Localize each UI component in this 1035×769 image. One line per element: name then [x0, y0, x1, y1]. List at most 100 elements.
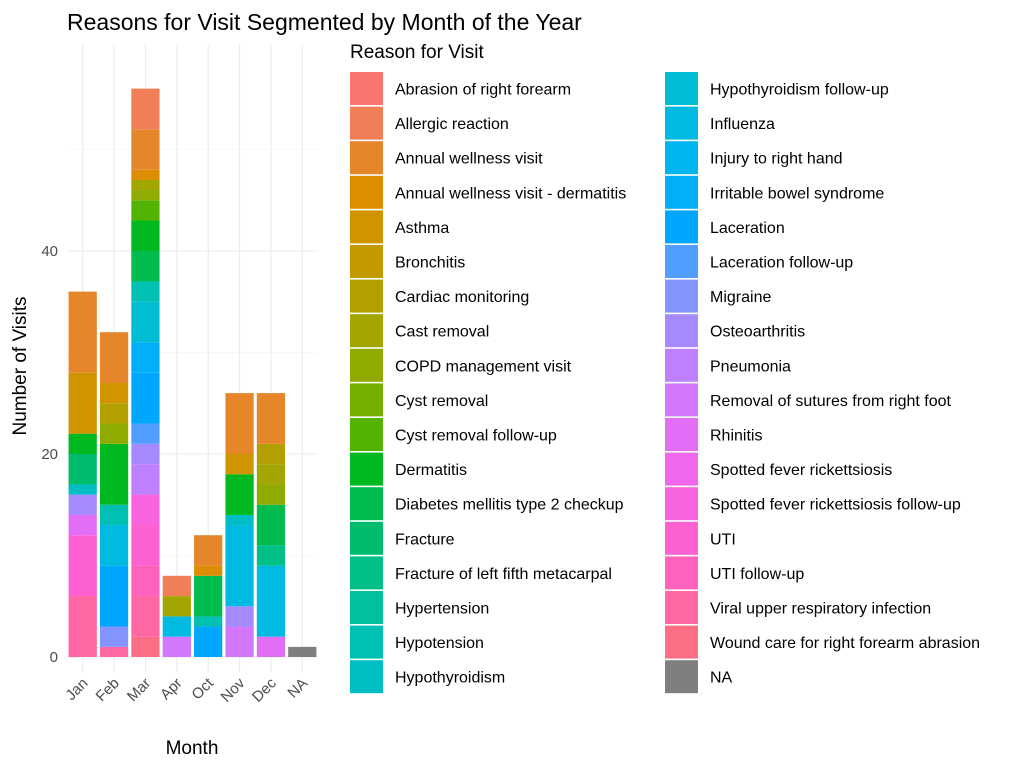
legend-key [350, 245, 383, 278]
legend-title: Reason for Visit [350, 42, 484, 63]
legend-item: UTI follow-up [665, 556, 804, 590]
legend-key [665, 141, 698, 175]
legend-label: Dermatitis [395, 462, 467, 479]
legend-key [350, 175, 383, 209]
bar-segment [131, 129, 160, 170]
legend-label: Hypotension [395, 635, 484, 652]
legend-item: Annual wellness visit - dermatitis [350, 175, 626, 209]
legend-key [665, 314, 698, 348]
legend-item: Diabetes mellitis type 2 checkup [350, 487, 624, 521]
legend-key [665, 72, 698, 105]
bar-segment [131, 200, 160, 221]
legend-key [350, 418, 383, 451]
x-tick-label: Feb [93, 675, 123, 705]
legend-item: Dermatitis [350, 452, 467, 486]
bar-segment [68, 433, 97, 454]
bar-segment [194, 565, 223, 576]
x-tick-label: Mar [124, 675, 154, 705]
legend-key [350, 660, 383, 694]
legend-item: Osteoarthritis [665, 314, 805, 348]
legend-key [665, 175, 698, 209]
bar-segment [99, 504, 129, 526]
legend-key [665, 521, 698, 555]
legend-key [350, 72, 383, 105]
bar-segment [99, 525, 129, 566]
bar-segment [162, 596, 191, 617]
bar-segment [131, 565, 160, 597]
bar-segment [225, 525, 254, 607]
bar-segment [194, 575, 223, 617]
legend-item: Spotted fever rickettsiosis follow-up [665, 487, 961, 521]
legend-key [665, 210, 698, 244]
legend-label: Spotted fever rickettsiosis follow-up [710, 497, 961, 514]
bar-segment [225, 514, 254, 526]
legend-item: Influenza [665, 106, 775, 140]
legend-label: Abrasion of right forearm [395, 82, 571, 99]
legend-label: UTI [710, 531, 736, 548]
legend-item: Wound care for right forearm abrasion [665, 625, 980, 659]
legend-label: Spotted fever rickettsiosis [710, 462, 892, 479]
bars [68, 88, 317, 657]
legend-label: Irritable bowel syndrome [710, 185, 884, 202]
bar-segment [162, 616, 191, 637]
legend-item: Fracture of left fifth metacarpal [350, 556, 612, 590]
bar-segment [68, 535, 97, 597]
bar-segment [131, 342, 160, 373]
bar-segment [256, 636, 286, 657]
bar-segment [99, 382, 129, 404]
legend-label: UTI follow-up [710, 566, 804, 583]
bar-segment [162, 575, 191, 597]
legend-label: Rhinitis [710, 428, 762, 445]
legend-key [665, 245, 698, 278]
legend-label: Cast removal [395, 324, 489, 341]
bar-segment [131, 88, 160, 130]
legend-item: Allergic reaction [350, 106, 509, 140]
bar-segment [68, 291, 97, 373]
bar-segment [288, 646, 317, 657]
bar-segment [131, 220, 160, 251]
legend-key [350, 348, 383, 382]
legend-label: Hypothyroidism [395, 670, 505, 687]
legend-key [665, 625, 698, 659]
y-tick-label: 20 [41, 446, 58, 463]
legend-label: Cyst removal follow-up [395, 428, 557, 445]
bar-segment [131, 179, 160, 191]
bar-segment [194, 535, 223, 566]
legend-item: Migraine [665, 279, 771, 313]
bar-segment [256, 504, 286, 546]
bar-segment [99, 332, 129, 383]
legend-key [665, 452, 698, 486]
legend-item: Asthma [350, 210, 449, 244]
x-tick-label: Jan [62, 675, 91, 704]
bar-segment [68, 514, 97, 536]
legend-item: Bronchitis [350, 245, 465, 278]
x-axis-ticks: Jan Feb Mar Apr Oct Nov Dec NA [62, 674, 311, 705]
bar-segment [225, 626, 254, 657]
legend-key [350, 521, 383, 555]
bar-segment [131, 372, 160, 424]
bar-segment [225, 393, 254, 454]
legend-label: Annual wellness visit [395, 151, 543, 168]
bar-segment [256, 464, 286, 485]
bar-segment [256, 484, 286, 505]
legend-key [350, 141, 383, 175]
legend-key [665, 487, 698, 521]
legend-key [665, 591, 698, 624]
bar-segment [162, 636, 191, 657]
legend-key [350, 279, 383, 313]
legend-label: Cardiac monitoring [395, 289, 529, 306]
bar-segment [99, 646, 129, 657]
legend-label: Hypertension [395, 601, 489, 618]
legend-item: Cardiac monitoring [350, 279, 529, 313]
bar-segment [131, 169, 160, 180]
legend-item: NA [665, 660, 733, 694]
y-tick-label: 0 [50, 649, 58, 666]
legend-key [665, 660, 698, 694]
bar-segment [194, 626, 223, 657]
bar-segment [131, 281, 160, 302]
bar-segment [131, 190, 160, 201]
legend-label: COPD management visit [395, 358, 572, 375]
legend-label: Laceration [710, 220, 785, 237]
legend-item: Irritable bowel syndrome [665, 175, 884, 209]
